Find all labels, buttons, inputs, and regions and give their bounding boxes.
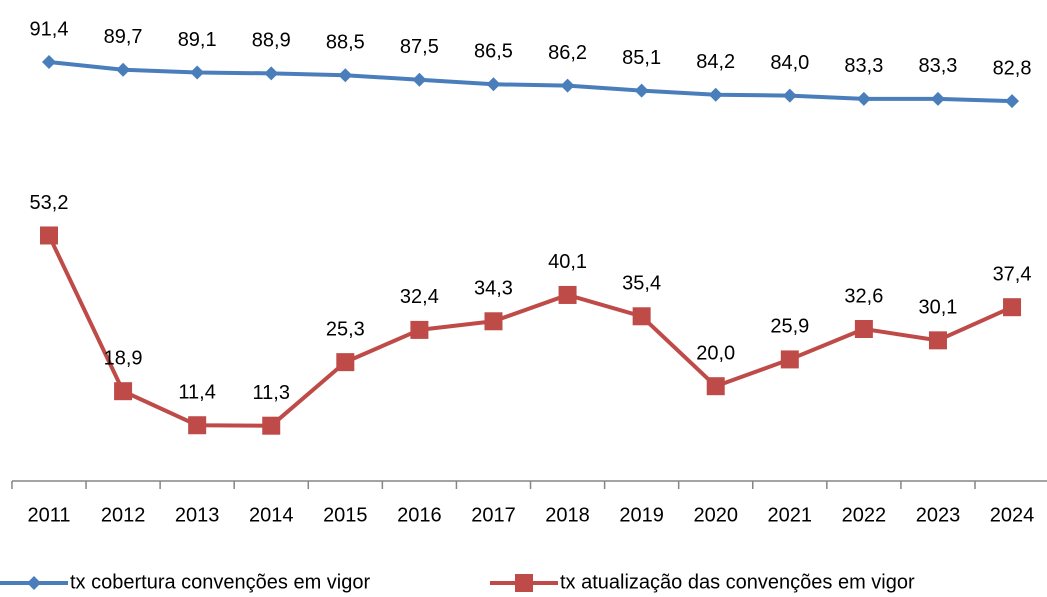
data-label: 35,4 — [622, 273, 661, 295]
x-tick-label: 2012 — [101, 504, 146, 526]
x-tick-label: 2015 — [323, 504, 368, 526]
data-label: 91,4 — [30, 18, 69, 40]
data-label: 25,9 — [770, 316, 809, 338]
series-line — [48, 60, 1013, 104]
data-point — [782, 88, 797, 103]
data-label: 86,2 — [548, 42, 587, 64]
data-point — [42, 55, 56, 70]
data-label: 30,1 — [918, 297, 957, 319]
data-label: 83,3 — [918, 55, 957, 77]
data-point — [780, 350, 799, 369]
data-label: 34,3 — [474, 278, 513, 300]
data-label: 89,7 — [104, 26, 143, 48]
data-label: 32,4 — [400, 286, 439, 308]
data-point — [634, 83, 649, 98]
data-point — [632, 307, 651, 326]
data-label: 84,2 — [696, 51, 735, 73]
data-point — [410, 320, 429, 339]
legend-marker — [27, 576, 41, 590]
data-label: 89,1 — [178, 29, 217, 51]
x-tick-label: 2020 — [693, 504, 738, 526]
legend-marker — [515, 574, 533, 592]
data-label: 82,8 — [993, 57, 1032, 79]
data-point — [706, 377, 725, 396]
data-point — [264, 66, 279, 81]
x-tick-label: 2022 — [842, 504, 887, 526]
data-point — [856, 91, 871, 106]
x-tick-label: 2013 — [175, 504, 220, 526]
data-point — [484, 312, 503, 331]
data-label: 18,9 — [104, 347, 143, 369]
data-point — [928, 331, 947, 350]
data-point — [558, 285, 577, 304]
x-tick-label: 2018 — [545, 504, 590, 526]
data-point — [1003, 298, 1022, 317]
x-tick-label: 2017 — [471, 504, 516, 526]
data-point — [262, 416, 281, 435]
x-tick-label: 2024 — [990, 504, 1035, 526]
series-line — [47, 234, 1013, 428]
data-label: 25,3 — [326, 318, 365, 340]
data-point — [336, 353, 355, 372]
data-label: 84,0 — [770, 52, 809, 74]
data-label: 11,4 — [178, 382, 215, 404]
data-point — [1005, 94, 1020, 109]
legend-label: tx cobertura convenções em vigor — [70, 571, 370, 593]
x-tick-label: 2019 — [619, 504, 664, 526]
x-tick-label: 2014 — [249, 504, 294, 526]
data-label: 11,3 — [253, 382, 290, 404]
data-point — [486, 77, 501, 92]
data-label: 40,1 — [548, 251, 587, 273]
x-tick-label: 2016 — [397, 504, 442, 526]
data-label: 85,1 — [622, 47, 661, 69]
data-point — [116, 62, 131, 77]
data-point — [188, 416, 207, 435]
data-point — [930, 91, 945, 106]
data-point — [338, 68, 353, 83]
data-point — [412, 72, 427, 87]
x-tick-label: 2021 — [768, 504, 813, 526]
data-label: 87,5 — [400, 36, 439, 58]
data-label: 88,5 — [326, 31, 365, 53]
data-point — [854, 319, 873, 338]
data-label: 20,0 — [696, 342, 735, 364]
data-label: 53,2 — [30, 192, 69, 214]
data-label: 88,9 — [252, 30, 291, 52]
data-point — [114, 382, 133, 401]
data-label: 86,5 — [474, 41, 513, 63]
data-label: 83,3 — [844, 55, 883, 77]
data-label: 37,4 — [993, 263, 1032, 285]
legend-label: tx atualização das convenções em vigor — [560, 571, 915, 593]
data-point — [708, 87, 723, 102]
x-tick-label: 2011 — [27, 504, 70, 526]
data-point — [190, 65, 205, 80]
x-tick-label: 2023 — [916, 504, 961, 526]
data-point — [560, 78, 575, 93]
data-point — [40, 226, 58, 245]
data-label: 32,6 — [844, 285, 883, 307]
